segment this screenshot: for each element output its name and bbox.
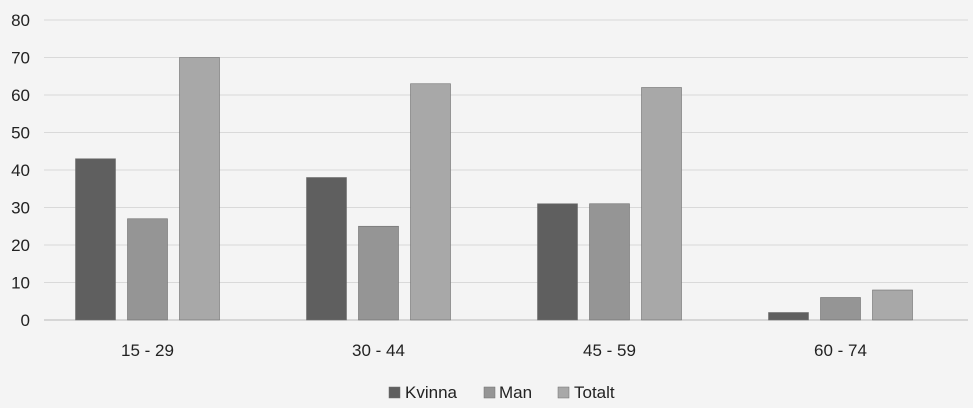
legend-label-totalt: Totalt <box>574 383 615 402</box>
bar-totalt-4 <box>872 289 913 321</box>
y-tick-label: 70 <box>11 49 30 68</box>
y-tick-label: 80 <box>11 11 30 30</box>
legend-swatch-totalt <box>557 386 570 399</box>
bar-man-2 <box>358 225 399 321</box>
legend-swatch-man <box>483 386 496 399</box>
legend: Kvinna Man Totalt <box>388 383 615 402</box>
y-axis-tick-labels: 0 10 20 30 40 50 60 70 80 <box>11 11 30 330</box>
bar-man-4 <box>820 297 861 321</box>
y-tick-label: 50 <box>11 124 30 143</box>
x-category-label: 45 - 59 <box>583 341 636 360</box>
bar-man-1 <box>127 218 168 321</box>
y-tick-label: 0 <box>21 311 30 330</box>
legend-label-man: Man <box>499 383 532 402</box>
bar-totalt-3 <box>641 87 682 321</box>
bar-kvinna-2 <box>306 177 347 321</box>
bar-man-3 <box>589 203 630 321</box>
x-category-label: 15 - 29 <box>121 341 174 360</box>
legend-swatch-kvinna <box>388 386 401 399</box>
bars <box>75 57 913 321</box>
legend-label-kvinna: Kvinna <box>405 383 458 402</box>
x-category-label: 30 - 44 <box>352 341 405 360</box>
bar-kvinna-1 <box>75 158 116 321</box>
bar-totalt-2 <box>410 83 451 321</box>
y-tick-label: 60 <box>11 86 30 105</box>
y-tick-label: 20 <box>11 236 30 255</box>
y-tick-label: 10 <box>11 274 30 293</box>
bar-totalt-1 <box>179 57 220 321</box>
bar-kvinna-3 <box>537 203 578 321</box>
bar-kvinna-4 <box>768 312 809 321</box>
y-tick-label: 40 <box>11 161 30 180</box>
y-tick-label: 30 <box>11 199 30 218</box>
x-category-label: 60 - 74 <box>814 341 867 360</box>
x-axis-category-labels: 15 - 29 30 - 44 45 - 59 60 - 74 <box>121 341 867 360</box>
